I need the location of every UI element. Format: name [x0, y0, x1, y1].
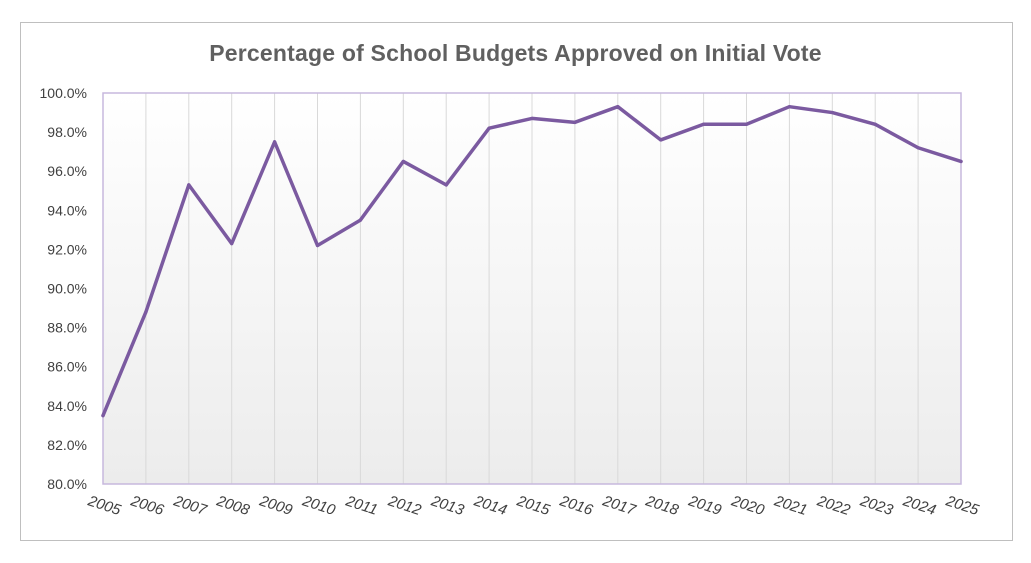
- data-point-2008: [230, 241, 234, 246]
- x-tick-label: 2005: [85, 492, 124, 519]
- data-point-2007: [187, 183, 191, 187]
- y-tick-label: 98.0%: [47, 124, 87, 140]
- data-point-2010: [315, 243, 320, 248]
- x-tick-label: 2023: [857, 492, 896, 519]
- data-point-2016: [573, 120, 577, 124]
- y-tick-label: 100.0%: [40, 85, 87, 101]
- y-tick-label: 86.0%: [47, 359, 87, 375]
- y-tick-label: 88.0%: [47, 320, 87, 336]
- x-tick-label: 2012: [385, 492, 424, 519]
- data-point-2019: [702, 122, 706, 126]
- x-tick-label: 2010: [299, 492, 338, 519]
- y-tick-label: 90.0%: [47, 281, 87, 297]
- data-point-2018: [659, 138, 663, 142]
- x-tick-label: 2017: [600, 492, 639, 519]
- data-point-2013: [444, 183, 448, 187]
- y-axis: 80.0% 82.0% 84.0% 86.0% 88.0% 90.0% 92.0% 94.0%…: [40, 85, 87, 492]
- x-tick-label: 2014: [471, 492, 509, 519]
- x-tick-label: 2024: [900, 492, 938, 519]
- y-tick-label: 96.0%: [47, 163, 87, 179]
- x-tick-label: 2025: [943, 492, 982, 519]
- x-tick-label: 2021: [771, 492, 809, 519]
- x-tick-label: 2011: [343, 492, 380, 518]
- chart-title: Percentage of School Budgets Approved on…: [209, 40, 822, 66]
- x-tick-label: 2019: [686, 492, 725, 519]
- x-tick-label: 2008: [214, 492, 253, 519]
- x-tick-label: 2020: [728, 492, 767, 519]
- x-tick-label: 2007: [171, 492, 210, 519]
- x-tick-label: 2009: [257, 492, 296, 519]
- x-axis: 2005 2006 2007 2008 2009 2010 2011 2012 2013 2014…: [85, 492, 982, 519]
- data-point-2024: [916, 146, 920, 150]
- data-point-2011: [358, 218, 362, 222]
- y-tick-label: 94.0%: [47, 202, 87, 218]
- data-point-2017: [616, 105, 620, 109]
- data-point-2006: [144, 310, 148, 314]
- y-tick-label: 80.0%: [47, 476, 87, 492]
- data-point-2020: [744, 122, 749, 126]
- data-point-2012: [401, 159, 405, 164]
- plot-border: [102, 92, 962, 485]
- data-point-2005: [101, 413, 105, 418]
- x-tick-label: 2013: [428, 492, 467, 519]
- x-tick-label: 2015: [514, 492, 553, 519]
- x-tick-label: 2006: [128, 492, 167, 519]
- x-tick-label: 2022: [814, 492, 853, 519]
- data-point-2025: [959, 159, 963, 164]
- data-point-2022: [830, 110, 834, 115]
- x-tick-label: 2016: [557, 492, 596, 519]
- y-tick-label: 82.0%: [47, 437, 87, 453]
- x-tick-label: 2018: [643, 492, 682, 519]
- gridlines: [102, 92, 962, 485]
- y-tick-label: 84.0%: [47, 398, 87, 414]
- data-point-2021: [787, 105, 792, 109]
- y-tick-label: 92.0%: [47, 241, 87, 257]
- data-point-2023: [873, 122, 877, 126]
- data-point-2009: [273, 140, 277, 144]
- data-point-2014: [487, 126, 491, 130]
- series-layer: [101, 104, 963, 418]
- data-point-2015: [530, 116, 534, 121]
